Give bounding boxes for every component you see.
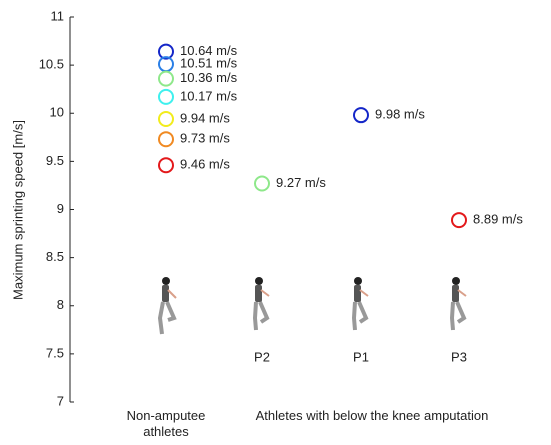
point xyxy=(158,157,174,174)
value-label: 10.64 m/s xyxy=(180,43,238,58)
runner xyxy=(252,277,270,331)
value-label: 9.98 m/s xyxy=(375,107,425,122)
point xyxy=(451,212,467,229)
point xyxy=(158,111,174,128)
runner xyxy=(449,277,467,331)
point xyxy=(158,131,174,148)
y-tick-label: 9.5 xyxy=(46,153,64,168)
value-label: 9.27 m/s xyxy=(276,175,326,190)
point xyxy=(353,107,369,124)
y-tick-label: 10 xyxy=(50,105,64,120)
y-tick-label: 8 xyxy=(57,297,64,312)
group-label: Athletes with below the knee amputation xyxy=(255,408,489,423)
value-label: 10.17 m/s xyxy=(180,88,238,103)
point xyxy=(158,88,174,105)
point xyxy=(158,43,174,60)
value-label: 9.94 m/s xyxy=(180,110,230,125)
y-tick-label: 11 xyxy=(51,8,65,23)
value-label: 9.46 m/s xyxy=(180,157,230,172)
runner xyxy=(157,277,177,335)
point xyxy=(254,175,270,192)
runner xyxy=(351,277,369,331)
value-label: 10.36 m/s xyxy=(180,70,238,85)
y-tick-label: 9 xyxy=(57,201,64,216)
runner-icons xyxy=(157,277,467,335)
y-tick-label: 10.5 xyxy=(39,57,64,72)
group-label: Non-amputee athletes xyxy=(126,408,206,439)
x-tick-label: P3 xyxy=(451,349,467,364)
y-tick-label: 7 xyxy=(57,393,64,408)
y-tick-label: 8.5 xyxy=(46,249,64,264)
y-axis-label: Maximum sprinting speed [m/s] xyxy=(10,120,25,300)
value-label: 10.51 m/s xyxy=(180,56,238,71)
x-tick-label: P1 xyxy=(353,349,369,364)
x-tick-label: P2 xyxy=(254,349,270,364)
point xyxy=(158,70,174,87)
value-label: 8.89 m/s xyxy=(473,212,523,227)
value-label: 9.73 m/s xyxy=(180,131,230,146)
y-tick-label: 7.5 xyxy=(46,345,64,360)
